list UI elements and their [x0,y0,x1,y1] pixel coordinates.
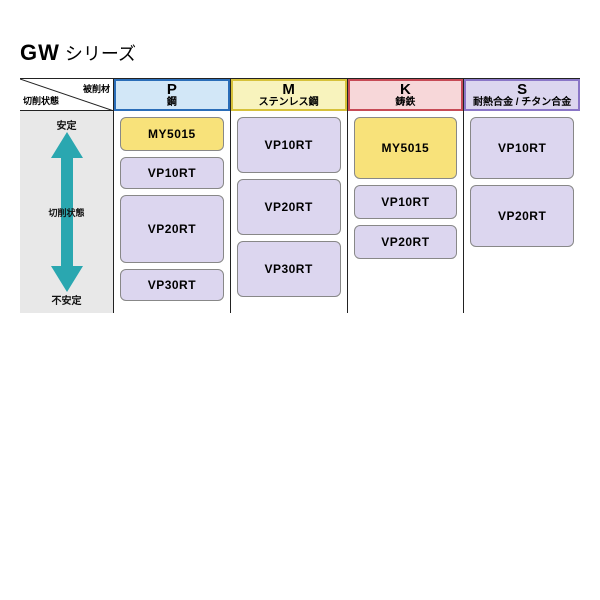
column-code: S [517,82,527,98]
grade-chip: VP10RT [470,117,574,179]
column-sub: 鋳鉄 [395,98,415,109]
axis-body: 安定 切削状態 不安定 [20,111,113,313]
column-M: Mステンレス鋼 VP10RT VP20RT VP30RT [231,79,348,313]
column-header-M: Mステンレス鋼 [231,79,347,111]
column-sub: ステンレス鋼 [259,98,319,109]
grade-chip: VP10RT [120,157,224,189]
columns-container: P鋼MY5015VP10RTVP20RTVP30RTMステンレス鋼VP10RTV… [114,79,580,313]
axis-bottom-label: 不安定 [52,292,82,307]
header-corner: 被削材 切削状態 [20,79,113,111]
column-body-K: MY5015 VP10RT VP20RT [348,111,464,313]
axis-arrow: 切削状態 [20,132,113,292]
corner-row-label: 切削状態 [23,94,59,107]
axis-top-label: 安定 [57,117,77,132]
grade-chip: VP20RT [470,185,574,247]
axis-column: 被削材 切削状態 安定 切削状態 不安定 [20,79,114,313]
title-rest: シリーズ [60,44,136,64]
grade-chip: VP10RT [354,185,458,219]
corner-col-label: 被削材 [83,82,110,95]
column-K: K鋳鉄 MY5015 VP10RT VP20RT [348,79,465,313]
grade-table: 被削材 切削状態 安定 切削状態 不安定 P鋼MY5015VP10RTVP20R… [20,78,580,313]
grade-chip: MY5015 [120,117,224,151]
column-body-P: MY5015 VP10RT VP20RT VP30RT [114,111,230,313]
grade-chip: VP20RT [120,195,224,263]
column-sub: 耐熱合金 / チタン合金 [473,98,571,109]
grade-chip: VP30RT [237,241,341,297]
column-code: K [400,82,411,98]
grade-chip: VP20RT [354,225,458,259]
column-header-P: P鋼 [114,79,230,111]
column-P: P鋼 MY5015 VP10RT VP20RT VP30RT [114,79,231,313]
axis-mid-label: 切削状態 [48,206,84,219]
column-code: P [167,82,177,98]
column-sub: 鋼 [167,98,177,109]
chart-title: GW シリーズ [20,40,580,66]
grade-chip: MY5015 [354,117,458,179]
column-S: S耐熱合金 / チタン合金VP10RTVP20RT [464,79,580,313]
grade-chip: VP10RT [237,117,341,173]
column-body-S: VP10RTVP20RT [464,111,580,313]
grade-chip: VP20RT [237,179,341,235]
column-body-M: VP10RT VP20RT VP30RT [231,111,347,313]
column-header-S: S耐熱合金 / チタン合金 [464,79,580,111]
column-code: M [282,82,295,98]
grade-chip: VP30RT [120,269,224,301]
title-bold: GW [20,40,60,65]
column-header-K: K鋳鉄 [348,79,464,111]
